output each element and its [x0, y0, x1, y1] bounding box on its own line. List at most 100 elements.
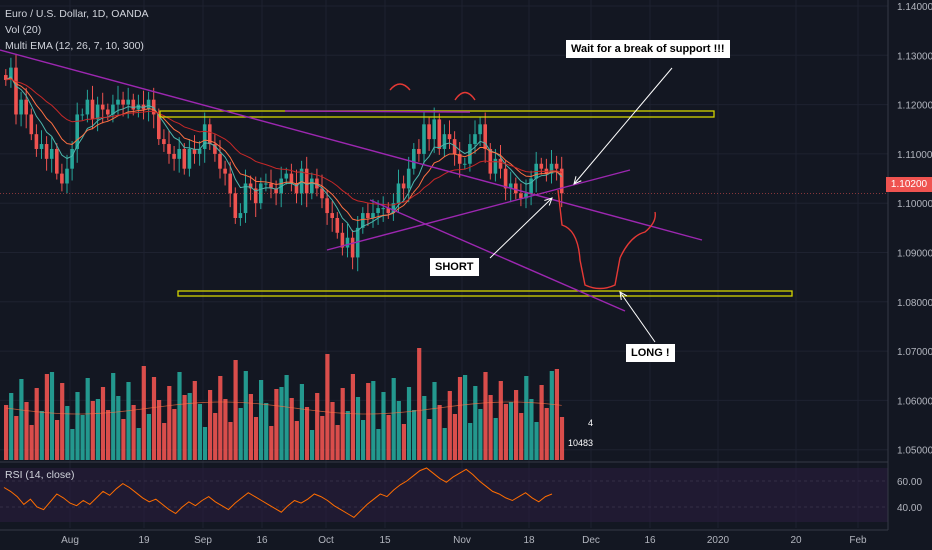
- volume-bar: [340, 388, 345, 460]
- volume-bar: [55, 420, 60, 460]
- candle-body: [14, 67, 18, 115]
- volume-bar: [483, 372, 488, 460]
- volume-label: 4: [588, 418, 593, 428]
- volume-bar: [427, 419, 432, 460]
- volume-bar: [253, 417, 259, 460]
- y-tick-label: 1.14000: [897, 2, 932, 13]
- volume-bar: [514, 390, 519, 460]
- volume-bar: [488, 395, 493, 460]
- candle-body: [376, 208, 380, 214]
- drawings: 4 10483: [0, 49, 793, 448]
- candle-body: [437, 119, 442, 149]
- volume-bar: [396, 401, 401, 460]
- candle-body: [325, 198, 329, 214]
- candle-body: [463, 163, 467, 165]
- y-tick-label: 1.09000: [897, 249, 932, 260]
- candle-body: [100, 104, 105, 110]
- volume-bar: [259, 380, 264, 460]
- candle-body: [483, 124, 487, 149]
- candle-body: [345, 237, 350, 248]
- candle-body: [9, 67, 13, 80]
- candle-body: [238, 213, 243, 218]
- volume-bar: [49, 372, 55, 460]
- volume-bar: [177, 372, 182, 460]
- volume-bar: [478, 409, 483, 460]
- volume-bar: [80, 415, 85, 460]
- x-tick-label: 15: [379, 535, 391, 546]
- volume-bar: [111, 373, 116, 460]
- volume-bar: [529, 399, 534, 460]
- candle-body: [366, 213, 370, 218]
- candle-body: [253, 188, 258, 204]
- candle-body: [350, 237, 355, 258]
- candle-body: [412, 148, 416, 169]
- volume-bar: [401, 424, 406, 460]
- rsi-polyline: [3, 467, 553, 519]
- candles: [4, 53, 564, 272]
- volume-bar: [299, 384, 304, 460]
- volume-bar: [350, 374, 355, 460]
- x-tick-label: 19: [138, 535, 150, 546]
- candle-body: [529, 178, 533, 194]
- volume-bar: [85, 378, 90, 460]
- volume-bar: [243, 371, 248, 460]
- volume-bar: [197, 404, 202, 460]
- x-tick-label: Nov: [453, 535, 471, 546]
- x-tick-label: 18: [523, 535, 535, 546]
- candle-body: [85, 99, 90, 115]
- volume-bar: [192, 381, 197, 460]
- candle-body: [279, 178, 283, 194]
- candle-body: [172, 153, 176, 159]
- candle-body: [106, 109, 110, 115]
- volume-bar: [233, 360, 238, 460]
- candle-body: [157, 114, 161, 140]
- volume-bar: [503, 404, 508, 460]
- candle-body: [177, 148, 181, 159]
- volume-bar: [310, 430, 315, 460]
- candle-body: [182, 148, 187, 169]
- volume-bar: [116, 396, 121, 460]
- candle-body: [228, 173, 232, 194]
- candle-body: [187, 148, 192, 169]
- candle-body: [208, 124, 212, 145]
- volume-bar: [442, 428, 447, 460]
- volume-bar: [279, 387, 284, 460]
- chart-legend: Euro / U.S. Dollar, 1D, OANDA Vol (20) M…: [5, 6, 149, 54]
- candle-body: [218, 153, 222, 169]
- candle-body: [488, 148, 493, 174]
- head-arc: [389, 83, 411, 91]
- head-arc: [454, 91, 476, 101]
- volume-bar: [75, 392, 80, 460]
- volume-bar: [65, 406, 70, 460]
- volume-bar: [355, 397, 361, 460]
- ema-study-label: Multi EMA (12, 26, 7, 10, 300): [5, 40, 144, 52]
- candle-body: [126, 99, 130, 105]
- volume-bar: [14, 416, 19, 460]
- rsi-tick-label: 60.00: [897, 477, 922, 488]
- volume-bar: [167, 386, 172, 460]
- candle-body: [289, 173, 294, 184]
- volume-bar: [524, 376, 529, 460]
- candle-body: [111, 104, 115, 115]
- candle-body: [340, 232, 345, 248]
- volume-bar: [70, 429, 75, 460]
- volume-bar: [544, 408, 549, 460]
- candle-body: [213, 144, 217, 154]
- candle-body: [406, 168, 411, 189]
- volume-bar: [141, 366, 146, 460]
- volume-bar: [457, 377, 463, 460]
- candle-body: [264, 183, 268, 185]
- candle-body: [55, 148, 59, 174]
- volume-bar: [95, 399, 100, 460]
- volume-bar: [202, 427, 208, 460]
- candle-body: [39, 144, 44, 149]
- volume-bar: [238, 408, 243, 460]
- candle-body: [519, 193, 523, 199]
- volume-bar: [208, 390, 213, 460]
- trendline: [0, 49, 703, 241]
- candle-body: [90, 99, 95, 120]
- x-tick-label: 16: [256, 535, 268, 546]
- volume-bar: [228, 422, 233, 460]
- candle-body: [192, 148, 197, 154]
